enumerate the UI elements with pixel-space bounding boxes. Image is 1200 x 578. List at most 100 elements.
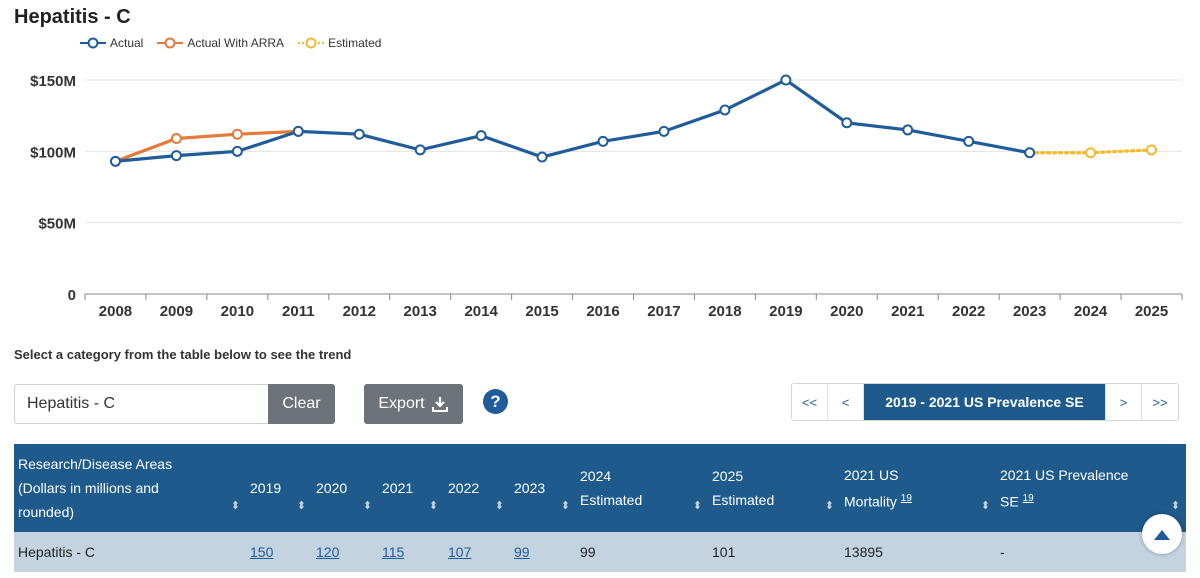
line-chart: 0 $50M $100M $150M 2008 2009 2010 2011 2012 2013 2… (30, 73, 1183, 320)
footnote-link[interactable]: 19 (1022, 492, 1034, 504)
data-point (231, 145, 243, 157)
x-tick-label: 2010 (221, 303, 254, 320)
col-header-2025-line2: Estimated (712, 492, 775, 508)
y-tick-label: 0 (68, 287, 76, 304)
help-icon[interactable]: ? (483, 389, 508, 414)
table-row[interactable]: Hepatitis - C 150 120 115 107 99 99 101 … (14, 532, 1186, 572)
sort-icon: ⬍ (362, 500, 372, 512)
cell-2020: 120 (312, 532, 378, 572)
series-line-actual (115, 78, 1030, 163)
data-point (292, 125, 304, 137)
col-header-2022[interactable]: 2022 ⬍ (444, 444, 510, 532)
legend-arra-marker (157, 37, 184, 49)
col-header-area[interactable]: Research/Disease Areas (Dollars in milli… (14, 444, 246, 532)
col-header-mortality[interactable]: 2021 US Mortality 19 ⬍ (840, 444, 996, 532)
x-tick-label: 2018 (708, 303, 741, 320)
x-tick-label: 2012 (343, 303, 376, 320)
pager-current-range[interactable]: 2019 - 2021 US Prevalence SE (864, 384, 1106, 420)
export-label: Export (378, 395, 425, 412)
pager-next-button[interactable]: > (1106, 384, 1142, 420)
col-header-mortality-line1: 2021 US (844, 466, 899, 483)
download-icon (431, 397, 448, 412)
col-header-2023[interactable]: 2023 ⬍ (510, 444, 576, 532)
col-header-2025-estimated[interactable]: 2025 Estimated ⬍ (708, 444, 840, 532)
clear-button[interactable]: Clear (268, 384, 335, 424)
col-header-2022-label: 2022 (448, 480, 480, 496)
link-2021[interactable]: 115 (382, 544, 405, 560)
x-tick-label: 2015 (525, 303, 558, 320)
link-2023[interactable]: 99 (514, 544, 530, 560)
footnote-link[interactable]: 19 (900, 492, 912, 504)
x-tick-label: 2016 (586, 303, 619, 320)
legend-label-estimated: Estimated (328, 36, 382, 50)
data-point (475, 130, 487, 142)
cell-mortality: 13895 (844, 544, 883, 560)
x-tick-label: 2022 (952, 303, 985, 320)
x-tick-label: 2017 (647, 303, 680, 320)
x-tick-label: 2024 (1074, 303, 1108, 320)
data-point (1085, 147, 1097, 159)
cell-2025-estimated: 101 (712, 544, 736, 560)
x-tick-label: 2020 (830, 303, 863, 320)
x-tick-label: 2025 (1135, 303, 1168, 320)
col-header-2020-label: 2020 (316, 480, 348, 496)
data-point (231, 128, 243, 140)
col-header-2024-line2: Estimated (580, 492, 643, 508)
col-header-area-line3: rounded) (18, 504, 75, 520)
y-tick-label: $50M (38, 216, 76, 233)
legend-label-actual: Actual (110, 36, 144, 50)
table-header-row: Research/Disease Areas (Dollars in milli… (14, 444, 1186, 532)
x-tick-label: 2011 (282, 303, 315, 320)
cell-2021: 115 (378, 532, 444, 572)
cell-2023: 99 (510, 532, 576, 572)
col-header-prevalence-se[interactable]: 2021 US Prevalence SE 19 ⬍ (996, 444, 1186, 532)
table-prompt: Select a category from the table below t… (14, 347, 352, 362)
link-2022[interactable]: 107 (448, 544, 472, 560)
link-2020[interactable]: 120 (316, 544, 340, 560)
column-pager: << < 2019 - 2021 US Prevalence SE > >> (791, 383, 1179, 421)
col-header-area-line1: Research/Disease Areas (18, 456, 173, 472)
cell-2019: 150 (246, 532, 312, 572)
data-point (719, 104, 731, 116)
col-header-prevalence-line2: SE (1000, 493, 1019, 510)
data-point (902, 124, 914, 136)
col-header-2025-line1: 2025 (712, 468, 744, 484)
col-header-2024-estimated[interactable]: 2024 Estimated ⬍ (576, 444, 708, 532)
sort-icon: ⬍ (824, 500, 834, 512)
data-point (597, 135, 609, 147)
x-tick-label: 2014 (464, 303, 498, 320)
y-tick-label: $150M (30, 73, 76, 90)
sort-icon: ⬍ (494, 500, 504, 512)
col-header-2021[interactable]: 2021 ⬍ (378, 444, 444, 532)
cell-2024-estimated: 99 (580, 544, 596, 560)
data-point (170, 150, 182, 162)
link-2019[interactable]: 150 (250, 544, 274, 560)
col-header-2021-label: 2021 (382, 480, 414, 496)
data-point (780, 74, 792, 86)
search-input[interactable] (14, 384, 270, 424)
clear-label: Clear (282, 395, 321, 412)
y-tick-label: $100M (30, 144, 76, 161)
page-title: Hepatitis - C (14, 6, 131, 28)
pager-last-button[interactable]: >> (1142, 384, 1178, 420)
legend-item-actual[interactable]: Actual (80, 36, 143, 50)
col-header-2019-label: 2019 (250, 480, 282, 496)
export-button[interactable]: Export (364, 384, 463, 424)
data-point (109, 155, 121, 167)
scroll-to-top-button[interactable] (1142, 514, 1182, 554)
pager-prev-button[interactable]: < (828, 384, 864, 420)
x-tick-label: 2008 (99, 303, 132, 320)
legend-item-estimated[interactable]: Estimated (298, 36, 381, 50)
col-header-2024-line1: 2024 (580, 468, 612, 484)
sort-icon: ⬍ (1170, 500, 1180, 512)
x-tick-label: 2009 (160, 303, 193, 320)
col-header-2020[interactable]: 2020 ⬍ (312, 444, 378, 532)
cell-area: Hepatitis - C (18, 544, 96, 560)
sort-icon: ⬍ (230, 500, 240, 512)
arrow-up-icon (1154, 530, 1170, 540)
legend-item-actual-arra[interactable]: Actual With ARRA (157, 36, 284, 50)
data-point (414, 144, 426, 156)
pager-first-button[interactable]: << (792, 384, 828, 420)
col-header-2019[interactable]: 2019 ⬍ (246, 444, 312, 532)
legend-actual-marker (80, 37, 106, 49)
